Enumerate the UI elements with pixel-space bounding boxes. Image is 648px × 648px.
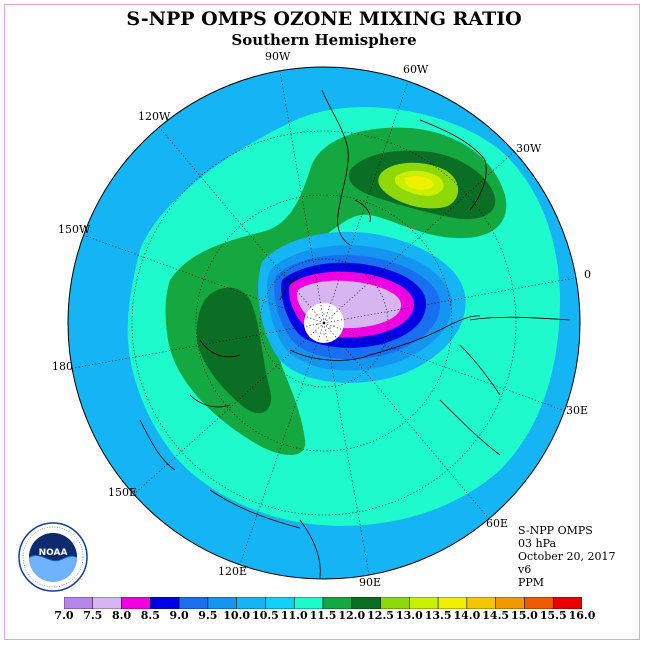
colorbar-tick-label: 9.0 xyxy=(169,609,189,622)
colorbar-tick-label: 13.5 xyxy=(424,609,452,622)
colorbar-swatch xyxy=(409,597,439,609)
colorbar-swatch xyxy=(322,597,353,609)
lon-label-90e: 90E xyxy=(359,576,382,589)
colorbar-tick-label: 16.0 xyxy=(568,609,596,622)
colorbar-tick-label: 13.0 xyxy=(395,609,423,622)
ozone-band-11.5-12-west xyxy=(196,287,272,414)
lon-label-0: 0 xyxy=(584,268,591,281)
colorbar-tick-label: 10.5 xyxy=(252,609,279,622)
colorbar-swatch xyxy=(293,597,324,609)
map-title: S-NPP OMPS OZONE MIXING RATIO xyxy=(126,8,522,30)
colorbar-tick-label: 11.5 xyxy=(309,609,337,622)
colorbar-swatch xyxy=(524,597,554,609)
colorbar-swatch xyxy=(552,597,582,609)
lon-label-90w: 90W xyxy=(265,50,291,63)
colorbar-tick-label: 7.0 xyxy=(54,609,74,622)
map-outline xyxy=(67,66,581,580)
colorbar-tick-label: 14.5 xyxy=(482,609,510,622)
info-units: PPM xyxy=(518,576,545,589)
colorbar-tick-label: 12.0 xyxy=(338,609,366,622)
lon-label-120e: 120E xyxy=(218,565,248,578)
colorbar-swatch xyxy=(207,597,237,609)
colorbar-swatch xyxy=(351,597,381,609)
lon-label-30e: 30E xyxy=(566,404,589,417)
noaa-logo: NOAA xyxy=(18,522,88,592)
colorbar-swatch xyxy=(437,597,468,609)
colorbar-tick-label: 8.5 xyxy=(140,609,160,622)
colorbar-tick-label: 11.0 xyxy=(280,609,308,622)
colorbar-swatch xyxy=(380,597,410,609)
lon-label-150e: 150E xyxy=(108,486,138,499)
colorbar-swatch xyxy=(466,597,496,609)
ozone-band-13-13.5 xyxy=(405,175,434,190)
colorbar-tick-label: 12.5 xyxy=(367,609,394,622)
info-version: v6 xyxy=(518,563,532,576)
colorbar-swatch xyxy=(64,597,94,609)
product-info: S-NPP OMPS 03 hPa October 20, 2017 v6 PP… xyxy=(518,524,616,589)
plot-frame xyxy=(4,4,640,640)
colorbar-tick-label: 8.0 xyxy=(111,609,132,622)
lon-label-150w: 150W xyxy=(58,223,91,236)
coastlines xyxy=(139,89,571,579)
colorbar-swatch xyxy=(265,597,295,609)
lon-label-30w: 30W xyxy=(516,142,542,155)
info-date: October 20, 2017 xyxy=(518,550,616,563)
graticule xyxy=(68,70,580,576)
lon-label-180: 180 xyxy=(52,360,73,373)
colorbar-tick-label: 14.0 xyxy=(453,609,481,622)
colorbar-tick-label: 10.0 xyxy=(223,609,251,622)
info-pressure-level: 03 hPa xyxy=(518,537,557,550)
colorbar-swatch xyxy=(178,597,209,609)
info-instrument: S-NPP OMPS xyxy=(518,524,593,537)
lon-label-60w: 60W xyxy=(403,63,429,76)
map-subtitle: Southern Hemisphere xyxy=(231,31,417,49)
colorbar-swatch xyxy=(236,597,266,609)
colorbar-swatch xyxy=(150,597,180,609)
colorbar xyxy=(64,597,582,609)
colorbar-swatch xyxy=(495,597,525,609)
colorbar-swatch xyxy=(92,597,122,609)
colorbar-tick-label: 7.5 xyxy=(83,609,103,622)
colorbar-tick-labels: 7.0 7.5 8.0 8.5 9.0 9.5 10.0 10.5 11.0 11.5 12.0 12… xyxy=(0,609,648,623)
colorbar-swatch xyxy=(121,597,151,609)
noaa-logo-text: NOAA xyxy=(39,548,68,558)
colorbar-tick-label: 9.5 xyxy=(198,609,218,622)
colorbar-tick-label: 15.5 xyxy=(539,609,567,622)
lon-label-60e: 60E xyxy=(486,517,509,530)
lon-label-120w: 120W xyxy=(138,110,171,123)
colorbar-tick-label: 15.0 xyxy=(511,609,538,622)
